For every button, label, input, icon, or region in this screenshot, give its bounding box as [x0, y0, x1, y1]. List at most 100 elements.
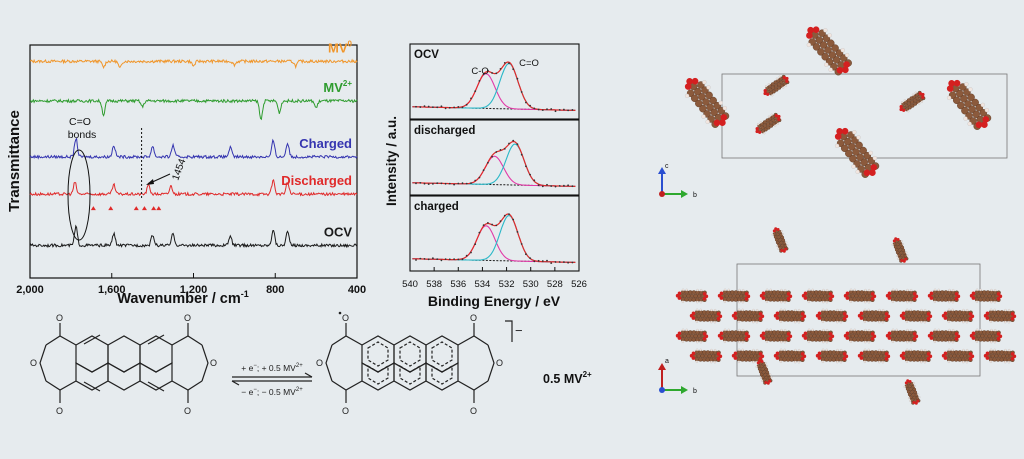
ptcda-hydrogen-atom — [727, 288, 730, 292]
ptcda-hydrogen-atom — [965, 360, 969, 364]
ptcda-carbon-atom — [817, 337, 822, 342]
xps-data-point — [474, 243, 477, 246]
ptcda-hydrogen-atom — [951, 300, 955, 304]
ptcda-hydrogen-atom — [779, 348, 783, 352]
ptcda-oxygen-atom — [689, 353, 694, 358]
ptcda-carbon-atom — [987, 293, 992, 299]
ptcda-hydrogen-atom — [722, 105, 728, 111]
ptcda-hydrogen-atom — [705, 119, 710, 124]
ptcda-hydrogen-atom — [989, 348, 993, 352]
mv-hydrogen-atom — [920, 100, 924, 104]
ptcda-carbon-atom — [871, 353, 877, 359]
discharged-triangle-marker — [90, 206, 96, 211]
ptcda-hydrogen-atom — [696, 340, 699, 344]
ptcda-hydrogen-atom — [765, 288, 769, 292]
ptcda-carbon-atom — [814, 330, 819, 335]
xps-data-point — [571, 109, 574, 111]
mv-oxygen-atom — [912, 401, 916, 404]
ptcda-carbon-atom — [747, 310, 753, 315]
ptcda-carbon-atom — [730, 330, 735, 335]
ptcda-oxygen-atom — [929, 331, 934, 336]
ptcda-hydrogen-atom — [755, 320, 759, 324]
ptcda-oxygen-atom — [802, 314, 807, 319]
ptcda-carbon-atom — [879, 313, 884, 319]
xps-data-point — [415, 105, 417, 108]
xps-data-point — [423, 258, 426, 260]
ptcda-carbon-atom — [766, 333, 771, 339]
ptcda-carbon-atom — [773, 293, 779, 299]
ptcda-carbon-atom — [906, 353, 911, 359]
ftir-series-line — [29, 178, 358, 197]
ptcda-carbon-atom — [709, 96, 717, 105]
ptcda-oxygen-atom — [845, 331, 850, 336]
xps-data-point — [508, 142, 510, 145]
ptcda-oxygen-atom — [981, 121, 988, 128]
ptcda-oxygen-atom — [927, 293, 932, 298]
ptcda-carbon-atom — [976, 333, 981, 339]
ptcda-oxygen-atom — [803, 291, 808, 296]
ptcda-oxygen-atom — [968, 356, 973, 361]
ptcda-hydrogen-atom — [752, 320, 755, 324]
ptcda-carbon-atom — [688, 290, 693, 295]
ptcda-carbon-atom — [868, 313, 873, 319]
ptcda-hydrogen-atom — [783, 340, 787, 344]
mv-oxygen-atom — [902, 259, 906, 263]
ptcda-carbon-atom — [994, 353, 999, 359]
ptcda-hydrogen-atom — [905, 320, 909, 324]
ptcda-carbon-atom — [686, 293, 691, 299]
ptcda-hydrogen-atom — [834, 143, 840, 149]
ptcda-hydrogen-atom — [878, 320, 881, 324]
mv-hydrogen-atom — [905, 251, 908, 254]
ptcda-hydrogen-atom — [1007, 320, 1011, 324]
ptcda-hydrogen-atom — [895, 288, 898, 292]
ptcda-hydrogen-atom — [993, 308, 996, 312]
co-bonds-label-line2: bonds — [68, 129, 97, 141]
ptcda-oxygen-atom — [800, 356, 805, 361]
ptcda-hydrogen-atom — [741, 348, 744, 352]
xps-envelope — [412, 213, 576, 263]
xps-data-point — [499, 220, 502, 223]
ptcda-hydrogen-atom — [685, 328, 688, 332]
ptcda-carbon-atom — [913, 353, 919, 359]
xps-data-point — [478, 231, 481, 234]
ptcda-carbon-atom — [688, 330, 693, 335]
discharged-triangle-marker — [108, 206, 114, 211]
xps-xtick-label: 526 — [571, 279, 587, 290]
mv-carbon-atom — [766, 122, 770, 126]
xps-data-point — [461, 258, 464, 261]
ptcda-hydrogen-atom — [878, 360, 881, 364]
ptcda-oxygen-atom — [842, 316, 847, 321]
xps-data-point — [508, 213, 510, 216]
xps-envelope — [412, 140, 576, 187]
ptcda-hydrogen-atom — [713, 320, 717, 324]
ptcda-carbon-atom — [983, 293, 989, 299]
xps-subpanel-label: OCV — [414, 49, 439, 61]
ptcda-oxygen-atom — [886, 354, 891, 359]
mv-oxygen-atom — [755, 129, 759, 134]
ptcda-hydrogen-atom — [737, 360, 741, 364]
axis-b-head-top — [681, 190, 688, 198]
ptcda-oxygen-atom — [720, 114, 728, 121]
ptcda-hydrogen-atom — [752, 308, 755, 312]
ptcda-hydrogen-atom — [989, 320, 993, 324]
ptcda-carbon-atom — [859, 297, 864, 302]
xps-data-point — [554, 110, 557, 113]
ptcda-carbon-atom — [856, 153, 864, 161]
mv-carbon-atom — [766, 125, 771, 130]
ptcda-oxygen-atom — [746, 294, 751, 299]
ptcda-carbon-atom — [894, 337, 899, 342]
ptcda-oxygen-atom — [800, 316, 805, 321]
xps-data-point — [495, 72, 498, 75]
ptcda-carbon-atom — [726, 297, 731, 302]
ptcda-hydrogen-atom — [980, 102, 985, 108]
ptcda-oxygen-atom — [982, 116, 990, 123]
ptcda-hydrogen-atom — [951, 340, 955, 344]
mv-carbon-atom — [765, 118, 770, 123]
ptcda-carbon-atom — [1005, 353, 1010, 359]
discharged-triangle-marker — [151, 206, 157, 211]
xps-xtick-label: 538 — [426, 279, 442, 290]
ptcda-oxygen-atom — [956, 334, 961, 339]
xps-data-point — [419, 257, 422, 260]
anion-o-6: O — [496, 358, 503, 368]
ptcda-oxygen-atom — [975, 121, 983, 129]
